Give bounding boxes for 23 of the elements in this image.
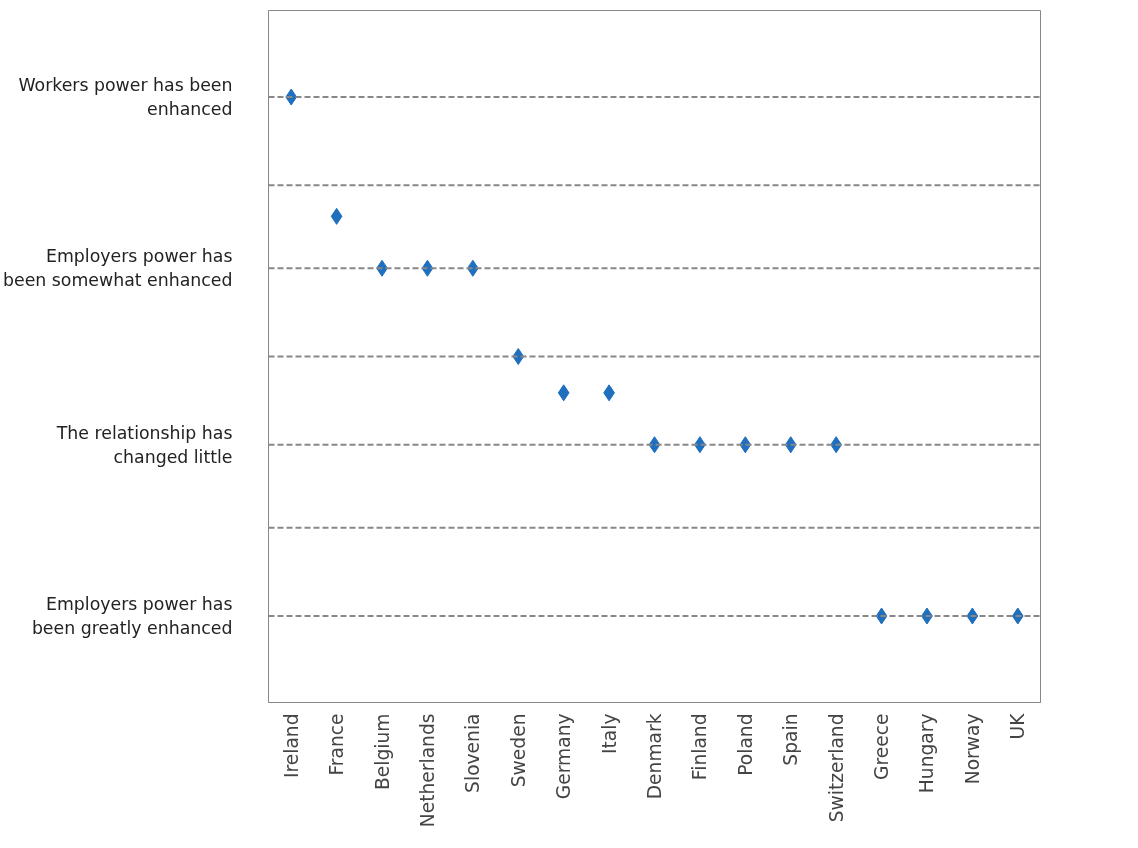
ref-line-label: Employers power has been greatly enhanced — [31, 594, 233, 638]
ref-line-label: Employers power has been somewhat enhanced — [3, 246, 233, 291]
x-tick-label: Poland — [734, 713, 756, 776]
x-tick-label: Belgium — [371, 713, 393, 790]
x-tick-label: Netherlands — [416, 713, 438, 828]
x-tick-label: Germany — [553, 713, 575, 800]
x-tick-label: Finland — [689, 713, 711, 781]
x-tick-label: Switzerland — [825, 713, 847, 823]
x-tick-label: Greece — [871, 713, 893, 780]
point — [557, 384, 570, 402]
ref-line-label: Workers power has been enhanced — [18, 75, 233, 119]
x-tick-label: Norway — [961, 713, 983, 785]
x-tick-label: Sweden — [507, 713, 529, 788]
x-tick-label: Slovenia — [462, 713, 484, 793]
x-tick-label: Hungary — [916, 713, 938, 794]
point — [330, 207, 343, 225]
ref-line-label: The relationship has changed little — [55, 422, 233, 467]
x-tick-label: France — [326, 713, 348, 776]
x-tick-label: Italy — [598, 713, 620, 754]
x-tick-label: Spain — [780, 713, 802, 766]
x-tick-label: UK — [1007, 712, 1029, 740]
x-tick-label: Ireland — [280, 713, 302, 779]
x-tick-label: Denmark — [644, 713, 665, 800]
